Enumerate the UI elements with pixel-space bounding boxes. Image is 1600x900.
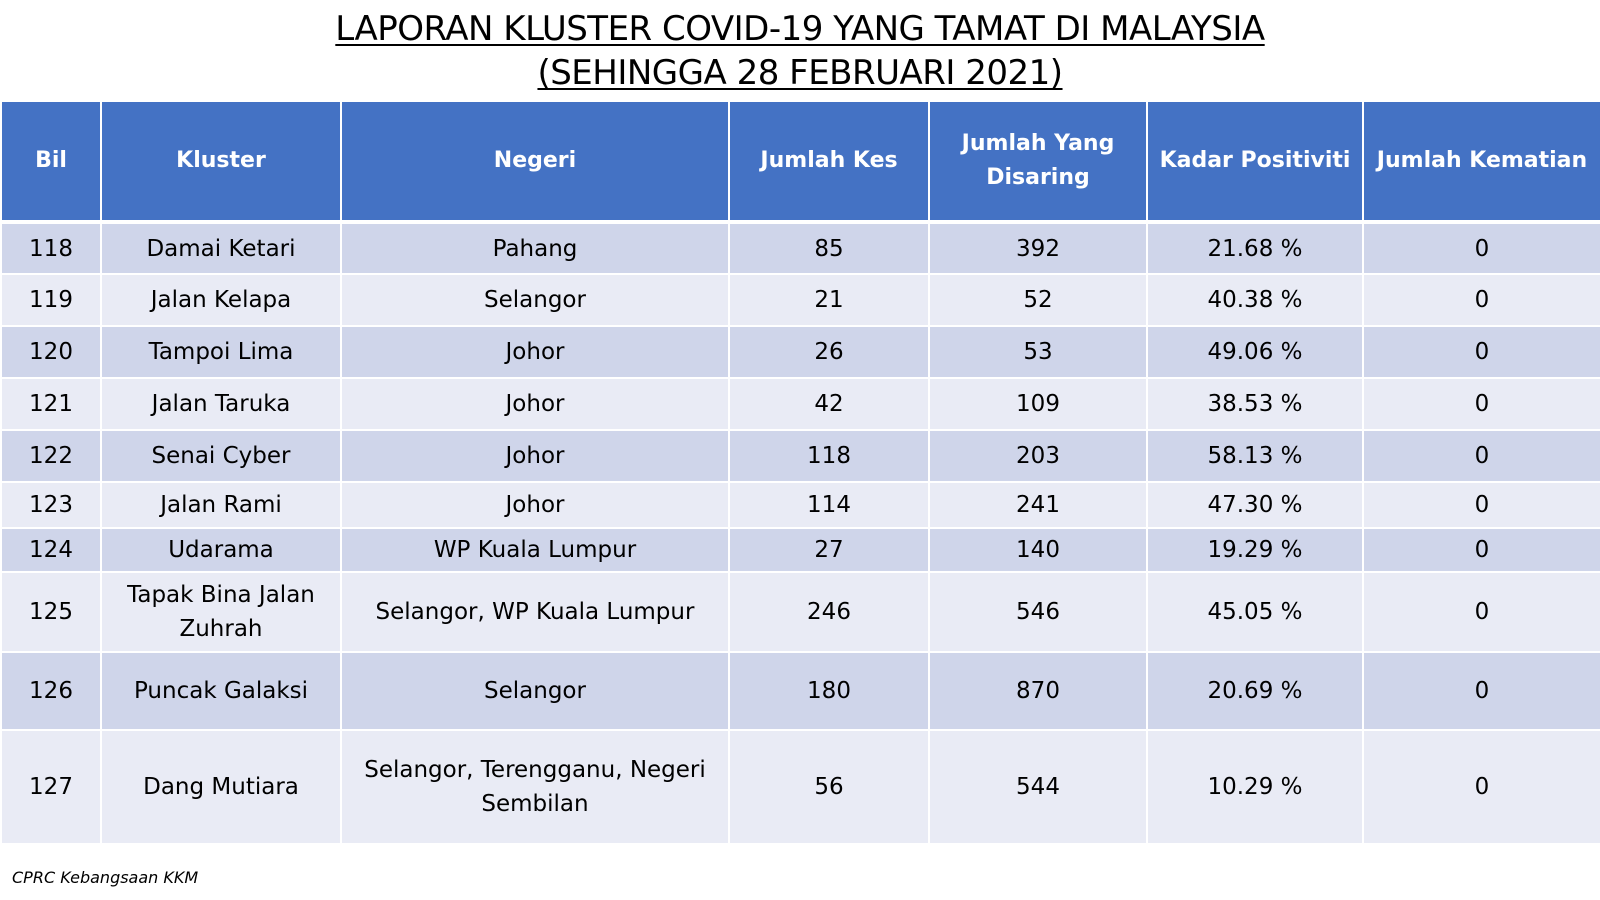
cell-jumlah-disaring: 52	[928, 273, 1148, 327]
column-header-kadar-positiviti: Kadar Positiviti	[1146, 100, 1364, 224]
cell-negeri: Johor	[340, 325, 730, 379]
cell-negeri: Selangor, Terengganu, Negeri Sembilan	[340, 729, 730, 845]
cell-jumlah-disaring: 544	[928, 729, 1148, 845]
cell-negeri: Pahang	[340, 221, 730, 275]
cell-kadar-positiviti: 38.53 %	[1146, 377, 1364, 431]
cell-bil: 121	[0, 377, 102, 431]
cell-kadar-positiviti: 40.38 %	[1146, 273, 1364, 327]
table-row: 123 Jalan Rami Johor 114 241 47.30 % 0	[0, 481, 1600, 529]
cell-negeri: Johor	[340, 429, 730, 483]
cell-kadar-positiviti: 20.69 %	[1146, 651, 1364, 731]
cell-jumlah-kematian: 0	[1362, 527, 1600, 573]
cell-jumlah-disaring: 53	[928, 325, 1148, 379]
cell-jumlah-kematian: 0	[1362, 571, 1600, 653]
source-footer: CPRC Kebangsaan KKM	[12, 868, 199, 887]
cell-kluster: Jalan Kelapa	[100, 273, 342, 327]
cell-jumlah-disaring: 546	[928, 571, 1148, 653]
table-row: 119 Jalan Kelapa Selangor 21 52 40.38 % 0	[0, 273, 1600, 327]
cell-jumlah-kes: 56	[728, 729, 930, 845]
cell-jumlah-kes: 180	[728, 651, 930, 731]
cell-jumlah-kematian: 0	[1362, 273, 1600, 327]
page-title: LAPORAN KLUSTER COVID-19 YANG TAMAT DI M…	[335, 9, 1265, 49]
cell-kluster: Udarama	[100, 527, 342, 573]
table-row: 124 Udarama WP Kuala Lumpur 27 140 19.29 % 0	[0, 527, 1600, 573]
cell-jumlah-kematian: 0	[1362, 651, 1600, 731]
cell-jumlah-kes: 114	[728, 481, 930, 529]
cell-kluster: Senai Cyber	[100, 429, 342, 483]
cell-jumlah-kes: 118	[728, 429, 930, 483]
cell-kluster: Tampoi Lima	[100, 325, 342, 379]
cell-bil: 127	[0, 729, 102, 845]
cell-kluster: Dang Mutiara	[100, 729, 342, 845]
cell-kadar-positiviti: 47.30 %	[1146, 481, 1364, 529]
cell-bil: 124	[0, 527, 102, 573]
table-row: 118 Damai Ketari Pahang 85 392 21.68 % 0	[0, 221, 1600, 275]
table-row: 122 Senai Cyber Johor 118 203 58.13 % 0	[0, 429, 1600, 483]
cell-jumlah-disaring: 392	[928, 221, 1148, 275]
cell-jumlah-disaring: 109	[928, 377, 1148, 431]
column-header-jumlah-kematian: Jumlah Kematian	[1362, 100, 1600, 224]
cell-kadar-positiviti: 58.13 %	[1146, 429, 1364, 483]
table-row: 125 Tapak Bina Jalan Zuhrah Selangor, WP K…	[0, 571, 1600, 653]
cell-bil: 126	[0, 651, 102, 731]
cell-negeri: Selangor, WP Kuala Lumpur	[340, 571, 730, 653]
cell-jumlah-kes: 85	[728, 221, 930, 275]
cell-negeri: Johor	[340, 481, 730, 529]
table-row: 121 Jalan Taruka Johor 42 109 38.53 % 0	[0, 377, 1600, 431]
cell-jumlah-disaring: 241	[928, 481, 1148, 529]
cell-jumlah-kematian: 0	[1362, 377, 1600, 431]
cell-kadar-positiviti: 19.29 %	[1146, 527, 1364, 573]
cell-bil: 119	[0, 273, 102, 327]
cell-negeri: Selangor	[340, 651, 730, 731]
cell-jumlah-kes: 42	[728, 377, 930, 431]
cell-jumlah-kes: 26	[728, 325, 930, 379]
cell-kadar-positiviti: 49.06 %	[1146, 325, 1364, 379]
column-header-jumlah-disaring: Jumlah Yang Disaring	[928, 100, 1148, 224]
cell-jumlah-disaring: 870	[928, 651, 1148, 731]
cell-kadar-positiviti: 10.29 %	[1146, 729, 1364, 845]
cluster-table: Bil Kluster Negeri Jumlah Kes Jumlah Yan…	[0, 100, 1600, 845]
column-header-negeri: Negeri	[340, 100, 730, 224]
cell-jumlah-kes: 246	[728, 571, 930, 653]
table-header-row: Bil Kluster Negeri Jumlah Kes Jumlah Yan…	[0, 100, 1600, 224]
cell-jumlah-disaring: 203	[928, 429, 1148, 483]
cell-kluster: Tapak Bina Jalan Zuhrah	[100, 571, 342, 653]
cell-jumlah-disaring: 140	[928, 527, 1148, 573]
cell-jumlah-kematian: 0	[1362, 429, 1600, 483]
cell-negeri: WP Kuala Lumpur	[340, 527, 730, 573]
cell-kadar-positiviti: 21.68 %	[1146, 221, 1364, 275]
cell-negeri: Johor	[340, 377, 730, 431]
cell-kluster: Damai Ketari	[100, 221, 342, 275]
cell-jumlah-kes: 27	[728, 527, 930, 573]
cell-kluster: Puncak Galaksi	[100, 651, 342, 731]
cell-jumlah-kematian: 0	[1362, 325, 1600, 379]
page-subtitle: (SEHINGGA 28 FEBRUARI 2021)	[537, 53, 1063, 93]
cell-negeri: Selangor	[340, 273, 730, 327]
cell-jumlah-kematian: 0	[1362, 729, 1600, 845]
cell-bil: 118	[0, 221, 102, 275]
cell-bil: 120	[0, 325, 102, 379]
cell-kluster: Jalan Rami	[100, 481, 342, 529]
cell-jumlah-kematian: 0	[1362, 221, 1600, 275]
cell-bil: 123	[0, 481, 102, 529]
table-row: 127 Dang Mutiara Selangor, Terengganu, Neg…	[0, 729, 1600, 845]
column-header-kluster: Kluster	[100, 100, 342, 224]
cell-jumlah-kematian: 0	[1362, 481, 1600, 529]
column-header-bil: Bil	[0, 100, 102, 224]
cell-jumlah-kes: 21	[728, 273, 930, 327]
column-header-jumlah-kes: Jumlah Kes	[728, 100, 930, 224]
cell-kadar-positiviti: 45.05 %	[1146, 571, 1364, 653]
cell-bil: 125	[0, 571, 102, 653]
table-row: 126 Puncak Galaksi Selangor 180 870 20.69 % 0	[0, 651, 1600, 731]
table-row: 120 Tampoi Lima Johor 26 53 49.06 % 0	[0, 325, 1600, 379]
cell-kluster: Jalan Taruka	[100, 377, 342, 431]
cell-bil: 122	[0, 429, 102, 483]
